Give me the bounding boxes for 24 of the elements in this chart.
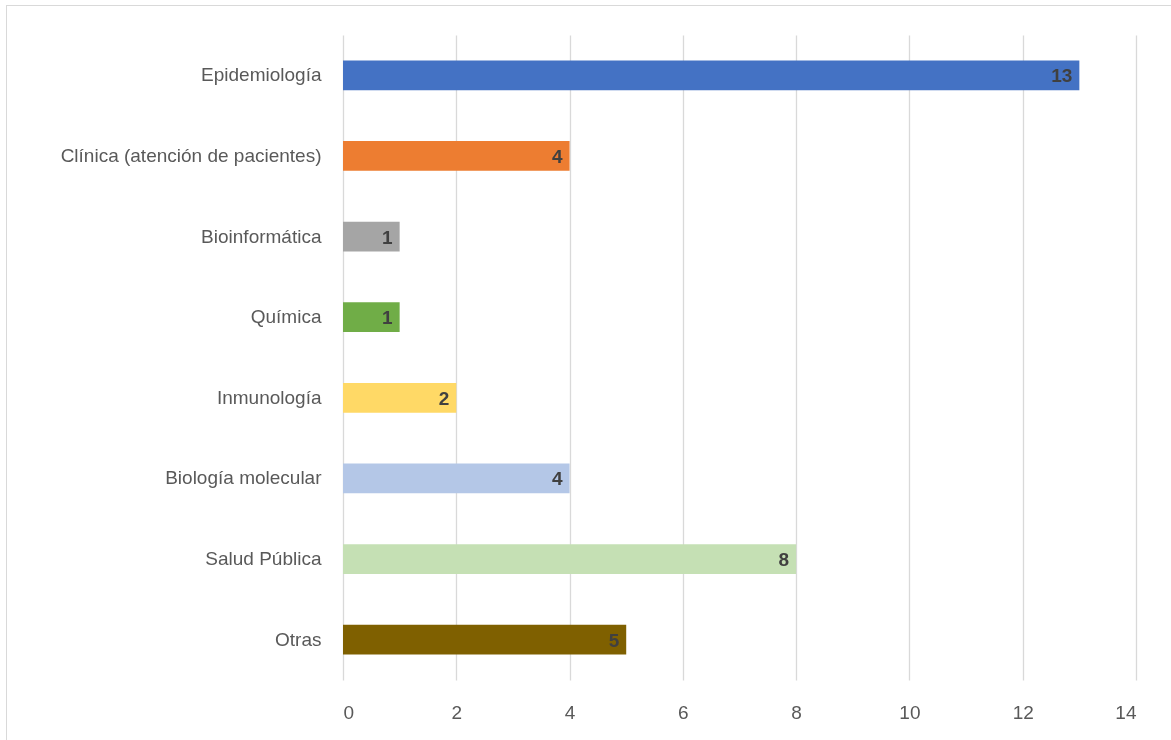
y-tick-label: Inmunología [216, 386, 322, 408]
y-tick-label: Bioinformática [201, 225, 322, 247]
data-label: 5 [608, 629, 620, 651]
y-tick-label: Salud Pública [205, 548, 322, 570]
data-label: 4 [551, 145, 563, 167]
y-tick-label: Química [250, 306, 322, 328]
x-tick-label: 10 [899, 701, 921, 723]
data-label: 1 [382, 307, 394, 329]
y-tick-label: Clínica (atención de pacientes) [60, 144, 322, 166]
data-label: 1 [382, 226, 394, 248]
data-label: 2 [438, 387, 450, 409]
x-tick-label: 2 [451, 701, 463, 723]
data-label: 13 [1051, 65, 1073, 87]
x-tick-label: 4 [564, 701, 576, 723]
x-tick-label: 8 [791, 701, 802, 723]
x-tick-label: 14 [1115, 701, 1137, 723]
x-tick-label: 6 [678, 701, 689, 723]
y-tick-label: Biología molecular [165, 467, 323, 489]
x-tick-label: 12 [1012, 701, 1034, 723]
x-tick-label: 0 [343, 701, 355, 723]
data-label: 4 [551, 468, 563, 490]
data-label: 8 [778, 549, 790, 571]
y-tick-label: Epidemiología [201, 64, 322, 86]
y-tick-label: Otras [275, 628, 322, 650]
